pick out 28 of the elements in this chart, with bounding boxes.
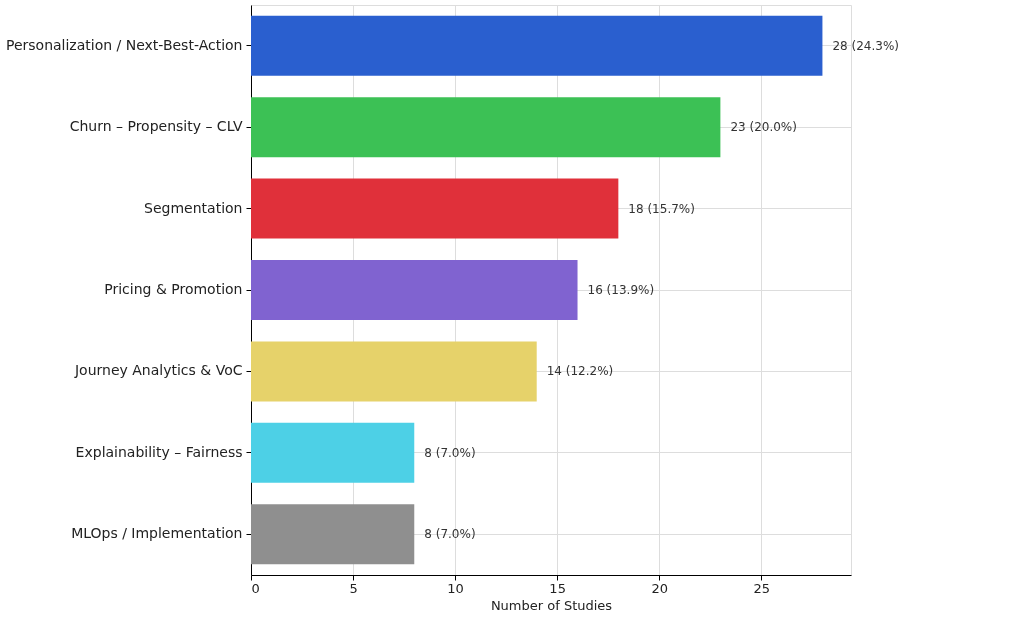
y-tick-label: Explainability – Fairness	[75, 443, 243, 460]
x-tick-label: 20	[651, 580, 668, 596]
data-label: 8 (7.0%)	[424, 527, 476, 542]
x-tick-label: 10	[447, 580, 464, 596]
bar	[251, 178, 619, 239]
y-tick-label: Journey Analytics & VoC	[73, 362, 243, 379]
data-label: 14 (12.2%)	[546, 364, 614, 379]
x-tick-label: 15	[549, 580, 566, 596]
y-tick-label: Personalization / Next-Best-Action	[5, 36, 243, 53]
x-tick-label: 25	[753, 580, 770, 596]
y-tick-label: MLOps / Implementation	[71, 525, 243, 542]
bar	[251, 97, 721, 158]
y-tick-label: Segmentation	[144, 199, 243, 216]
bar	[251, 15, 823, 76]
x-tick-label: 0	[251, 580, 260, 596]
x-axis-title: Number of Studies	[490, 597, 613, 613]
bar	[251, 260, 578, 320]
data-label: 23 (20.0%)	[730, 120, 797, 135]
data-label: 28 (24.3%)	[832, 38, 900, 53]
data-label: 18 (15.7%)	[628, 201, 695, 216]
bar	[251, 504, 415, 565]
bar	[251, 341, 537, 402]
bar	[251, 422, 415, 483]
y-tick-label: Churn – Propensity – CLV	[69, 118, 243, 135]
data-label: 8 (7.0%)	[424, 445, 476, 460]
data-label: 16 (13.9%)	[587, 283, 655, 297]
y-tick-label: Pricing & Promotion	[104, 281, 243, 297]
x-tick-label: 5	[349, 580, 358, 596]
